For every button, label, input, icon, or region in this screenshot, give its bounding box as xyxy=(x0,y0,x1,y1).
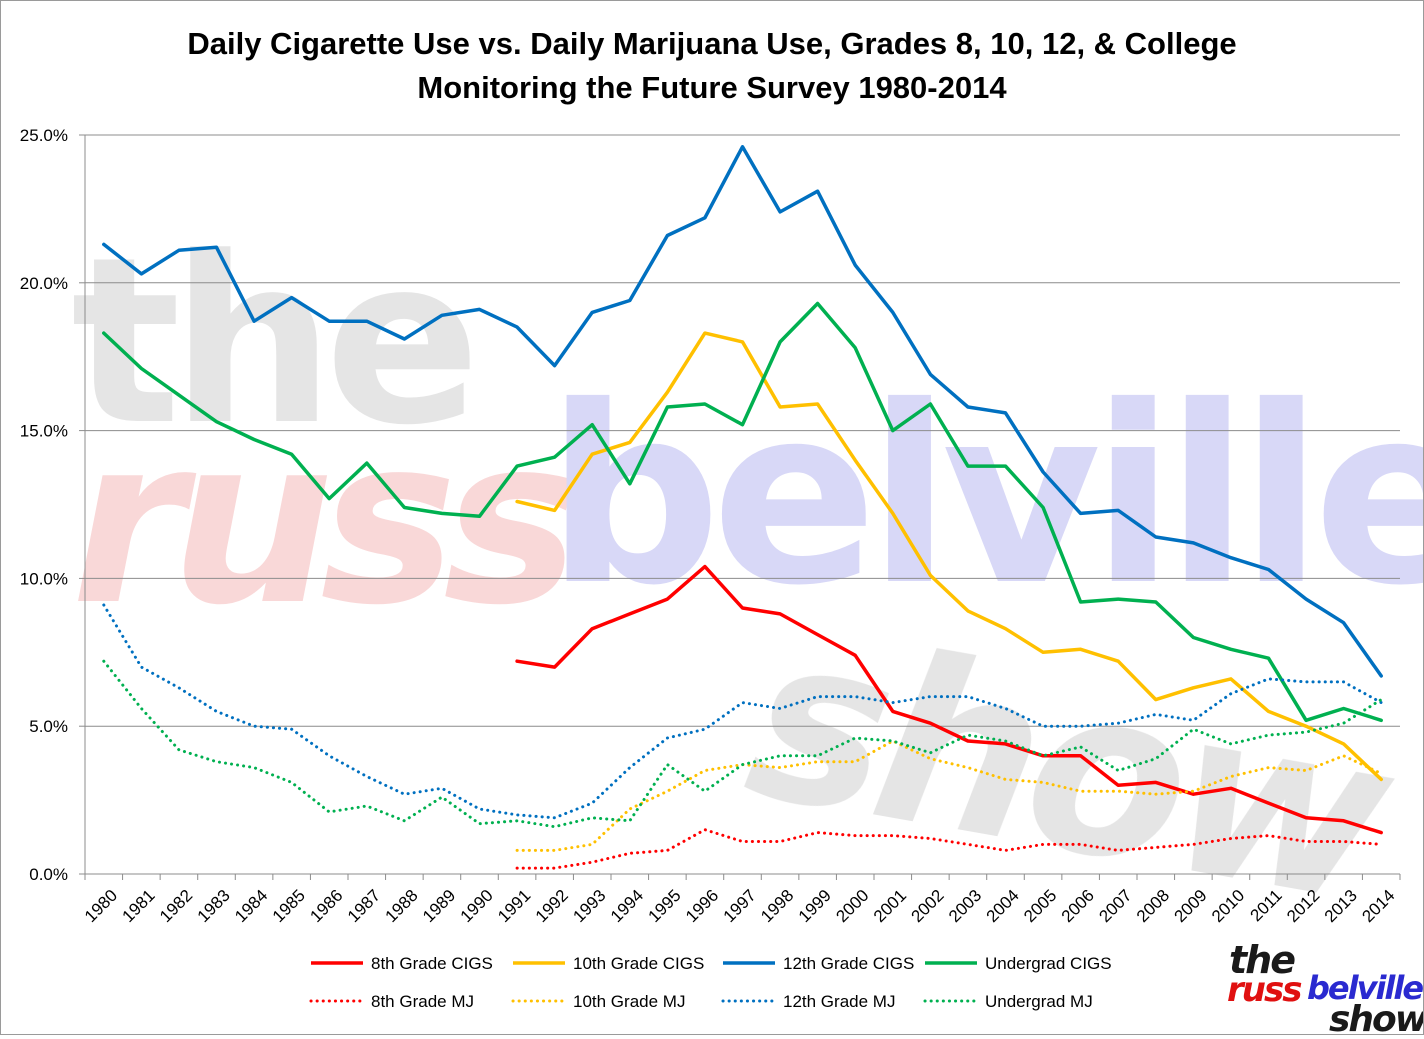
legend-label: 10th Grade MJ xyxy=(573,992,685,1011)
chart-title: Daily Cigarette Use vs. Daily Marijuana … xyxy=(187,26,1236,61)
legend-label: Undergrad CIGS xyxy=(985,954,1112,973)
x-tick-label: 1995 xyxy=(644,886,684,926)
series-line-10th-grade-mj xyxy=(515,739,1383,852)
x-tick-label: 1983 xyxy=(194,886,234,926)
series-line-undergrad-cigs xyxy=(102,301,1383,723)
legend-label: Undergrad MJ xyxy=(985,992,1093,1011)
legend-label: 12th Grade MJ xyxy=(783,992,895,1011)
gridlines xyxy=(85,134,1400,727)
y-tick-label: 15.0% xyxy=(20,422,68,441)
legend-label: 12th Grade CIGS xyxy=(783,954,914,973)
legend-label: 10th Grade CIGS xyxy=(573,954,704,973)
x-tick-label: 2014 xyxy=(1358,886,1398,926)
series-lines xyxy=(102,145,1383,870)
y-tick-label: 20.0% xyxy=(20,274,68,293)
y-axis-ticks: 0.0% 5.0% 10.0% 15.0% 20.0% 25.0% xyxy=(20,126,85,884)
x-tick-label: 1980 xyxy=(81,886,121,926)
logo-russ: russ xyxy=(1227,970,1302,1010)
x-tick-label: 2003 xyxy=(945,886,985,926)
chart-subtitle: Monitoring the Future Survey 1980-2014 xyxy=(417,70,1007,105)
x-tick-label: 1984 xyxy=(231,886,271,926)
x-tick-label: 1992 xyxy=(532,886,572,926)
logo-the: the xyxy=(1229,938,1295,982)
series-line-8th-grade-cigs xyxy=(515,564,1383,835)
series-line-8th-grade-mj xyxy=(515,828,1383,870)
watermark: the russ belville show xyxy=(71,209,1424,957)
x-tick-label: 1988 xyxy=(381,886,421,926)
watermark-the: the xyxy=(71,209,471,476)
x-tick-label: 1990 xyxy=(457,886,497,926)
logo-belville: belville xyxy=(1307,969,1423,1007)
watermark-russ: russ xyxy=(71,389,572,656)
x-tick-label: 1991 xyxy=(494,886,534,926)
series-line-12th-grade-mj xyxy=(102,603,1383,820)
y-tick-label: 0.0% xyxy=(29,865,68,884)
x-tick-label: 1986 xyxy=(306,886,346,926)
y-tick-label: 10.0% xyxy=(20,569,68,588)
x-tick-label: 1994 xyxy=(607,886,647,926)
logo-show: show xyxy=(1329,999,1423,1034)
x-tick-label: 1981 xyxy=(118,886,158,926)
series-line-12th-grade-cigs xyxy=(102,145,1383,678)
series-line-undergrad-mj xyxy=(102,659,1383,829)
legend: 8th Grade CIGS 10th Grade CIGS 12th Grade … xyxy=(309,954,1112,1011)
watermark-belville: belville xyxy=(546,354,1423,639)
show-logo: the russ belville show xyxy=(1227,938,1424,1039)
x-tick-label: 1996 xyxy=(682,886,722,926)
axes xyxy=(84,135,1400,875)
legend-label: 8th Grade MJ xyxy=(371,992,474,1011)
y-tick-label: 5.0% xyxy=(29,717,68,736)
x-tick-label: 1982 xyxy=(156,886,196,926)
x-tick-label: 1998 xyxy=(757,886,797,926)
x-tick-label: 1985 xyxy=(269,886,309,926)
y-tick-label: 25.0% xyxy=(20,126,68,145)
series-line-10th-grade-cigs xyxy=(515,331,1383,782)
x-tick-label: 1999 xyxy=(795,886,835,926)
x-tick-label: 2000 xyxy=(832,886,872,926)
x-tick-label: 2002 xyxy=(907,886,947,926)
x-tick-label: 1989 xyxy=(419,886,459,926)
x-tick-label: 1993 xyxy=(569,886,609,926)
x-tick-label: 1987 xyxy=(344,886,384,926)
x-tick-label: 1997 xyxy=(720,886,760,926)
x-tick-label: 2001 xyxy=(870,886,910,926)
legend-label: 8th Grade CIGS xyxy=(371,954,493,973)
